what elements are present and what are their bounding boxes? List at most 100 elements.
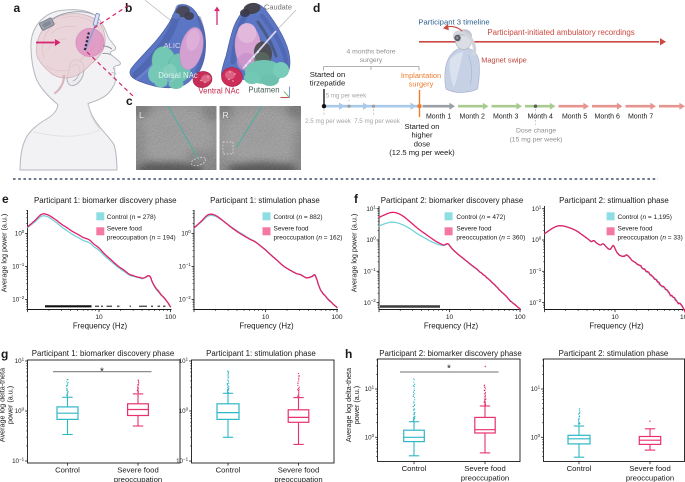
- svg-text:power (a.u.): power (a.u.): [6, 386, 15, 424]
- svg-text:7.5 mg per week: 7.5 mg per week: [354, 118, 401, 125]
- svg-text:d: d: [313, 1, 320, 15]
- svg-text:preoccupation: preoccupation: [626, 474, 674, 482]
- svg-text:10: 10: [95, 314, 103, 321]
- svg-text:Month 1: Month 1: [426, 113, 451, 120]
- svg-text:10: 10: [262, 314, 270, 321]
- svg-text:10−2: 10−2: [364, 298, 377, 307]
- svg-text:5 mg per week: 5 mg per week: [326, 93, 367, 100]
- svg-text:ALIC: ALIC: [164, 41, 181, 50]
- svg-text:tirzepatide: tirzepatide: [310, 79, 345, 88]
- svg-text:10−1: 10−1: [176, 457, 189, 466]
- svg-text:10−1: 10−1: [179, 262, 192, 271]
- svg-text:2.5 mg per week: 2.5 mg per week: [305, 118, 352, 125]
- svg-text:101: 101: [365, 385, 375, 394]
- svg-text:Month 7: Month 7: [628, 113, 653, 120]
- svg-text:e: e: [2, 192, 9, 206]
- svg-text:Frequency (Hz): Frequency (Hz): [73, 322, 128, 331]
- svg-text:*: *: [100, 367, 104, 378]
- svg-text:Severe food: Severe food: [117, 466, 158, 475]
- svg-text:Severe food: Severe food: [107, 226, 142, 233]
- svg-text:R: R: [223, 110, 229, 120]
- svg-text:Participant 1: stimulation pha: Participant 1: stimulation phase: [210, 196, 320, 205]
- svg-text:Severe food: Severe food: [629, 464, 670, 473]
- svg-text:Month 3: Month 3: [493, 113, 518, 120]
- svg-text:10: 10: [446, 314, 454, 321]
- svg-text:10−1: 10−1: [364, 267, 377, 276]
- svg-text:Average log delta-theta: Average log delta-theta: [344, 368, 353, 442]
- svg-text:Month 5: Month 5: [562, 113, 587, 120]
- svg-text:10−1: 10−1: [12, 457, 25, 466]
- svg-text:10−1: 10−1: [529, 267, 542, 276]
- svg-text:preoccupation: preoccupation: [461, 474, 509, 482]
- svg-text:preoccupation (n = 33): preoccupation (n = 33): [618, 234, 683, 241]
- svg-text:Dorsal NAc: Dorsal NAc: [158, 71, 198, 80]
- svg-text:Frequency (Hz): Frequency (Hz): [424, 322, 479, 331]
- svg-text:100: 100: [514, 314, 525, 321]
- svg-text:Participant 1: stimulation pha: Participant 1: stimulation phase: [206, 349, 316, 358]
- svg-text:higher: higher: [411, 131, 433, 140]
- svg-text:10−1: 10−1: [12, 262, 25, 271]
- svg-text:Control: Control: [567, 464, 592, 473]
- svg-text:Month 6: Month 6: [595, 113, 620, 120]
- svg-text:101: 101: [366, 204, 376, 213]
- svg-text:100: 100: [181, 229, 191, 238]
- svg-text:100: 100: [532, 236, 542, 245]
- svg-text:Control: Control: [216, 466, 241, 475]
- svg-text:10−2: 10−2: [179, 295, 192, 304]
- svg-text:Average log power (a.u.): Average log power (a.u.): [0, 214, 9, 293]
- svg-text:preoccupation: preoccupation: [274, 475, 322, 482]
- svg-text:Dose change: Dose change: [516, 128, 556, 135]
- svg-text:Severe food: Severe food: [464, 464, 505, 473]
- svg-text:Severe food: Severe food: [456, 226, 491, 233]
- svg-text:Severe food: Severe food: [274, 226, 309, 233]
- svg-text:10−2: 10−2: [529, 298, 542, 307]
- svg-text:100: 100: [165, 314, 176, 321]
- svg-text:*: *: [447, 364, 451, 375]
- svg-text:100: 100: [366, 236, 376, 245]
- svg-text:100: 100: [365, 433, 375, 442]
- svg-text:100: 100: [331, 314, 342, 321]
- svg-text:preoccupation (n = 360): preoccupation (n = 360): [456, 234, 525, 241]
- svg-text:g: g: [1, 347, 8, 361]
- svg-text:101: 101: [15, 357, 25, 366]
- svg-text:Participant-initiated ambulato: Participant-initiated ambulatory recordi…: [487, 28, 634, 37]
- svg-text:Participant 2: stimulation pha: Participant 2: stimulation phase: [559, 349, 669, 358]
- svg-text:Participant 2: stimualtion pha: Participant 2: stimualtion phase: [559, 196, 669, 205]
- svg-text:Severe food: Severe food: [278, 466, 319, 475]
- svg-text:100: 100: [531, 433, 541, 442]
- svg-text:Control (n = 278): Control (n = 278): [107, 214, 156, 221]
- svg-text:preoccupation (n = 162): preoccupation (n = 162): [274, 234, 343, 241]
- svg-text:100: 100: [680, 314, 685, 321]
- svg-text:Participant 2: biomarker disco: Participant 2: biomarker discovery phase: [379, 349, 522, 358]
- svg-text:h: h: [345, 347, 352, 361]
- svg-text:Control: Control: [402, 464, 427, 473]
- svg-text:Participant 1: biomarker disco: Participant 1: biomarker discovery phase: [32, 349, 175, 358]
- svg-text:101: 101: [532, 204, 542, 213]
- svg-text:4 months before: 4 months before: [346, 49, 395, 56]
- svg-text:Participant 1: biomarker disco: Participant 1: biomarker discovery phase: [34, 196, 177, 205]
- svg-text:Frequency (Hz): Frequency (Hz): [239, 322, 294, 331]
- svg-text:Implantation: Implantation: [401, 71, 441, 80]
- svg-text:10: 10: [611, 314, 619, 321]
- svg-text:Control (n = 472): Control (n = 472): [456, 214, 505, 221]
- svg-text:Participant 3 timeline: Participant 3 timeline: [418, 18, 489, 27]
- svg-text:Average log power (a.u.): Average log power (a.u.): [350, 214, 359, 293]
- svg-text:Caudate: Caudate: [264, 3, 292, 12]
- svg-text:f: f: [354, 192, 359, 206]
- svg-text:100: 100: [15, 229, 25, 238]
- svg-text:Started on: Started on: [310, 70, 345, 79]
- svg-text:surgery: surgery: [360, 57, 383, 64]
- svg-text:10−2: 10−2: [12, 295, 25, 304]
- svg-text:(15 mg per week): (15 mg per week): [510, 137, 563, 144]
- svg-text:Participant 2: biomarker disco: Participant 2: biomarker discovery phase: [381, 196, 524, 205]
- svg-text:101: 101: [531, 385, 541, 394]
- svg-text:Started on: Started on: [404, 122, 439, 131]
- svg-text:Frequency (Hz): Frequency (Hz): [589, 322, 644, 331]
- svg-text:power (a.u.): power (a.u.): [352, 386, 361, 424]
- svg-text:Control (n = 1,195): Control (n = 1,195): [618, 214, 672, 221]
- svg-text:Magnet swipe: Magnet swipe: [481, 56, 527, 65]
- svg-text:a: a: [14, 1, 21, 15]
- svg-text:L: L: [139, 110, 144, 120]
- svg-text:Month 4: Month 4: [528, 113, 553, 120]
- svg-text:Ventral NAc: Ventral NAc: [198, 87, 239, 96]
